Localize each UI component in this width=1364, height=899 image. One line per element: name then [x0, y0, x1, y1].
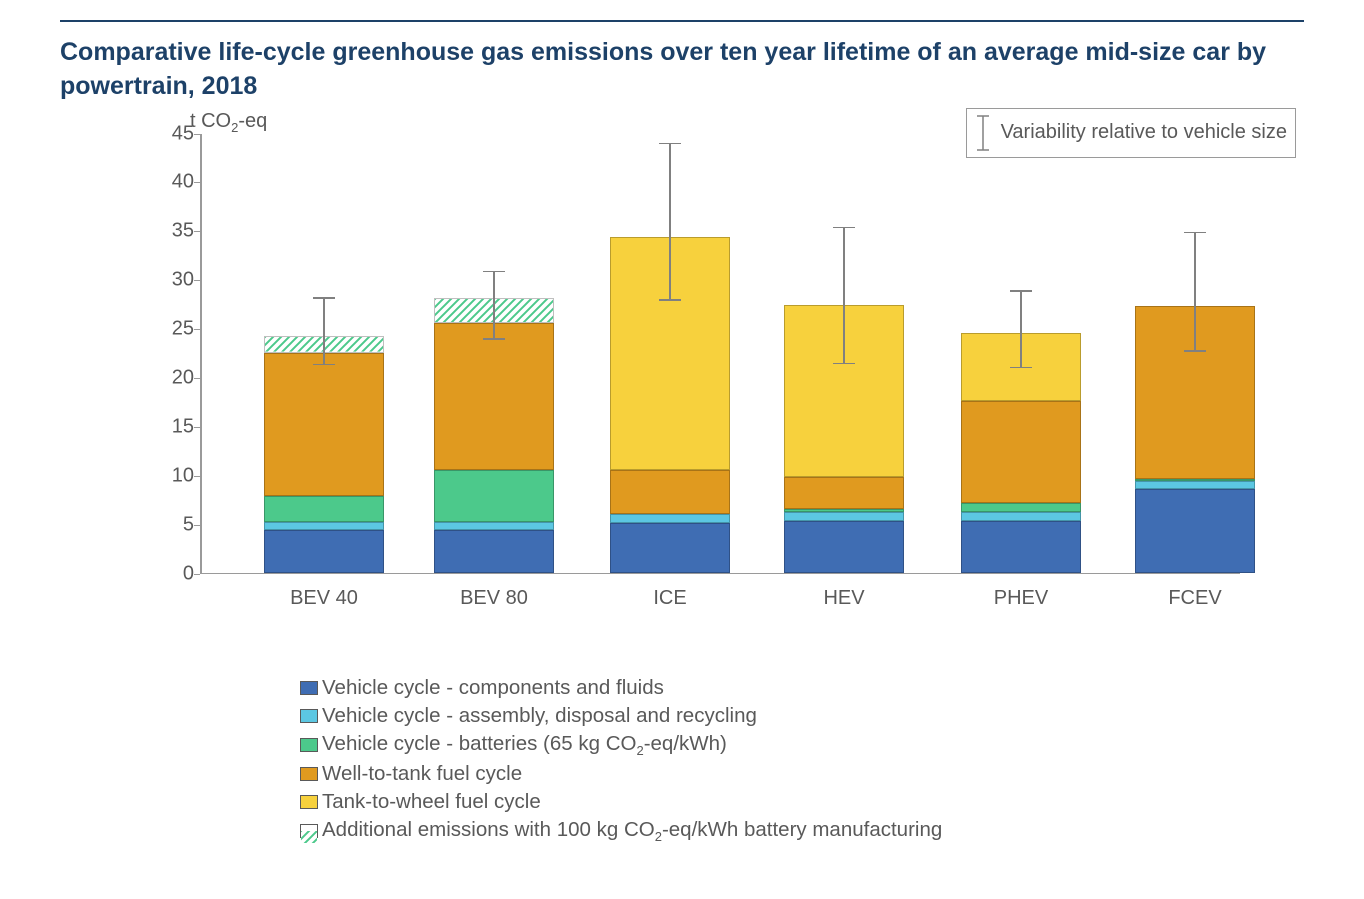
y-tick-label: 35	[158, 220, 194, 243]
bar-segment-assembly	[784, 512, 904, 521]
legend-label: Well-to-tank fuel cycle	[322, 762, 522, 786]
y-tick-label: 20	[158, 366, 194, 389]
chart-title: Comparative life-cycle greenhouse gas em…	[60, 36, 1304, 104]
legend-swatch	[300, 738, 318, 752]
bar-segment-batteries	[1135, 479, 1255, 481]
bar-segment-components	[1135, 489, 1255, 572]
y-tick-label: 25	[158, 318, 194, 341]
bar-segment-batteries	[961, 503, 1081, 512]
x-category-label: BEV 80	[460, 587, 528, 610]
bar-segment-components	[961, 521, 1081, 573]
bar-segment-batteries	[264, 496, 384, 521]
legend-swatch	[300, 709, 318, 723]
y-axis-line	[200, 134, 202, 573]
y-tick-mark	[194, 427, 200, 428]
legend-label: Vehicle cycle - batteries (65 kg CO2-eq/…	[322, 732, 727, 758]
legend: Vehicle cycle - components and fluids Veh…	[300, 676, 1304, 844]
y-tick-mark	[194, 231, 200, 232]
y-tick-label: 30	[158, 269, 194, 292]
x-category-label: HEV	[823, 587, 864, 610]
bar-segment-batteries	[784, 509, 904, 512]
legend-label: Vehicle cycle - assembly, disposal and r…	[322, 704, 757, 728]
y-tick-label: 10	[158, 464, 194, 487]
y-tick-label: 45	[158, 122, 194, 145]
x-category-label: ICE	[653, 587, 686, 610]
y-tick-mark	[194, 280, 200, 281]
bar-segment-well_to_tank	[610, 470, 730, 514]
y-tick-label: 5	[158, 513, 194, 536]
x-category-label: BEV 40	[290, 587, 358, 610]
legend-swatch	[300, 824, 318, 838]
y-tick-label: 15	[158, 415, 194, 438]
plot-area: 051015202530354045BEV 40BEV 80ICEHEVPHEV…	[200, 134, 1240, 574]
bar-segment-well_to_tank	[961, 401, 1081, 503]
bar-segment-well_to_tank	[264, 353, 384, 497]
bar-segment-components	[784, 521, 904, 573]
y-tick-label: 0	[158, 562, 194, 585]
legend-swatch	[300, 767, 318, 781]
bar-segment-well_to_tank	[784, 477, 904, 509]
bar-segment-assembly	[1135, 481, 1255, 490]
y-tick-label: 40	[158, 171, 194, 194]
legend-label: Additional emissions with 100 kg CO2-eq/…	[322, 818, 942, 844]
chart-container: t CO2-eq Variability relative to vehicle…	[150, 114, 1304, 614]
legend-swatch	[300, 795, 318, 809]
x-category-label: PHEV	[994, 587, 1048, 610]
y-tick-mark	[194, 525, 200, 526]
legend-label: Tank-to-wheel fuel cycle	[322, 790, 541, 814]
y-tick-mark	[194, 476, 200, 477]
bar-segment-well_to_tank	[434, 323, 554, 470]
legend-item: Vehicle cycle - assembly, disposal and r…	[300, 704, 1304, 728]
y-tick-mark	[194, 329, 200, 330]
bar-segment-components	[610, 523, 730, 573]
bar-segment-batteries	[434, 470, 554, 522]
y-tick-mark	[194, 134, 200, 135]
legend-item: Vehicle cycle - components and fluids	[300, 676, 1304, 700]
x-category-label: FCEV	[1168, 587, 1221, 610]
plot: 0 5 10 15 20 25 30 35 40 45 BEV 40 BEV 80 ICE HEV PHEV…	[150, 114, 1260, 614]
bar-segment-assembly	[434, 522, 554, 531]
y-tick-mark	[194, 182, 200, 183]
legend-swatch	[300, 681, 318, 695]
legend-label: Vehicle cycle - components and fluids	[322, 676, 664, 700]
legend-item: Vehicle cycle - batteries (65 kg CO2-eq/…	[300, 732, 1304, 758]
bar-segment-assembly	[264, 522, 384, 531]
legend-item: Well-to-tank fuel cycle	[300, 762, 1304, 786]
bar-segment-assembly	[610, 514, 730, 523]
bar-segment-components	[434, 530, 554, 572]
legend-item: Tank-to-wheel fuel cycle	[300, 790, 1304, 814]
y-tick-mark	[194, 574, 200, 575]
bar-segment-components	[264, 530, 384, 572]
y-tick-mark	[194, 378, 200, 379]
bar-segment-assembly	[961, 512, 1081, 521]
top-rule	[60, 20, 1304, 22]
legend-item: Additional emissions with 100 kg CO2-eq/…	[300, 818, 1304, 844]
